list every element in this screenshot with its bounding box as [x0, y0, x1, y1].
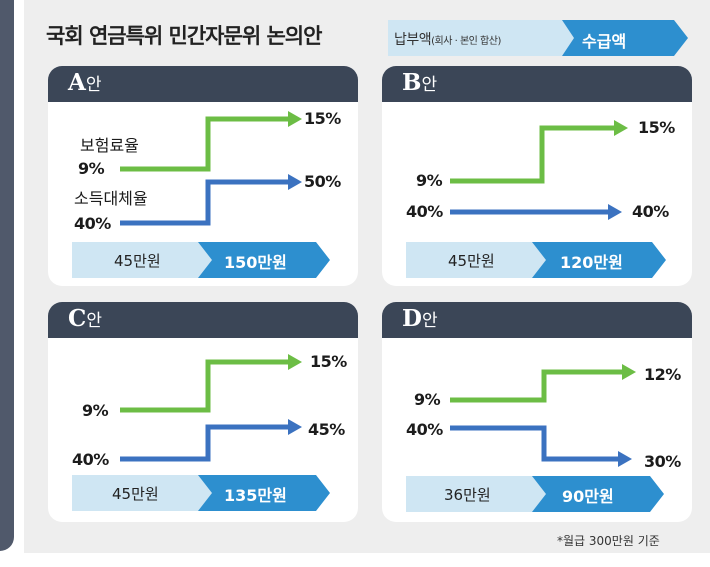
legend-pay: 납부액(회사 · 본인 합산) — [394, 32, 501, 48]
replacement-rate-line — [450, 425, 618, 462]
receive-amount: 120만원 — [560, 253, 623, 272]
rate-change-diagram — [406, 364, 664, 512]
panel-header: D안 — [382, 302, 692, 338]
receive-bar — [198, 242, 330, 278]
premium-arrowhead — [614, 120, 628, 136]
premium-arrowhead — [288, 354, 302, 370]
replacement-to: 30% — [644, 452, 681, 471]
premium-from: 9% — [78, 159, 105, 178]
panel-header: C안 — [48, 302, 358, 338]
panel-header: B안 — [382, 66, 692, 102]
replacement-to: 45% — [308, 420, 345, 439]
premium-to: 15% — [304, 109, 341, 128]
rate-change-diagram — [72, 354, 330, 511]
premium-rate-line — [450, 125, 614, 184]
replacement-rate-label: 소득대체율 — [74, 189, 148, 208]
pay-bar — [406, 476, 556, 512]
replacement-from: 40% — [406, 202, 443, 221]
replacement-from: 40% — [72, 450, 109, 469]
premium-arrowhead — [288, 111, 302, 127]
panel-a: A안 보험료율 9% 15% 소득대체율 40% 50% 45만원 150만원 — [48, 66, 358, 286]
premium-to: 12% — [644, 365, 681, 384]
pay-amount: 36만원 — [444, 486, 491, 504]
replacement-arrowhead — [618, 451, 632, 467]
replacement-rate-line — [120, 424, 288, 462]
infographic-title: 국회 연금특위 민간자문위 논의안 — [46, 24, 322, 48]
receive-bar — [532, 242, 666, 278]
receive-amount: 135만원 — [224, 486, 287, 505]
replacement-to: 40% — [632, 202, 669, 221]
rate-change-diagram — [406, 120, 666, 278]
premium-from: 9% — [82, 401, 109, 420]
panel-b: B안 9% 15% 40% 40% 45만원 120만원 — [382, 66, 692, 286]
left-edge-bar — [0, 0, 14, 551]
panel-title: A안 — [68, 69, 102, 96]
premium-rate-line — [120, 359, 288, 413]
receive-amount: 150만원 — [224, 253, 287, 272]
replacement-arrowhead — [608, 204, 622, 220]
pay-amount: 45만원 — [114, 252, 161, 270]
premium-from: 9% — [416, 171, 443, 190]
replacement-from: 40% — [406, 420, 443, 439]
footnote: *월급 300만원 기준 — [557, 534, 660, 548]
premium-rate-line — [120, 116, 288, 172]
premium-arrowhead — [622, 364, 636, 380]
replacement-to: 50% — [304, 172, 341, 191]
replacement-from: 40% — [74, 214, 111, 233]
legend-receive: 수급액 — [582, 32, 627, 51]
rate-change-diagram — [72, 111, 330, 278]
pay-amount: 45만원 — [112, 485, 159, 503]
panel-header: A안 — [48, 66, 358, 102]
premium-rate-label: 보험료율 — [80, 136, 139, 155]
panel-d: D안 9% 12% 40% 30% 36만원 90만원 — [382, 302, 692, 522]
premium-to: 15% — [638, 118, 675, 137]
premium-from: 9% — [414, 390, 441, 409]
legend-pay-note: (회사 · 본인 합산) — [431, 36, 501, 47]
panel-title: C안 — [68, 305, 102, 332]
receive-bar — [198, 475, 330, 511]
replacement-arrowhead — [288, 419, 302, 435]
receive-bar — [532, 476, 664, 512]
pay-amount: 45만원 — [448, 252, 495, 270]
pay-bar — [72, 475, 222, 511]
premium-to: 15% — [310, 352, 347, 371]
legend-arrow-graphic — [388, 20, 688, 56]
panel-title: B안 — [402, 69, 438, 96]
pay-bar — [72, 242, 222, 278]
pay-bar — [406, 242, 556, 278]
replacement-rate-line — [120, 179, 288, 226]
receive-amount: 90만원 — [562, 487, 614, 506]
panel-title: D안 — [402, 305, 438, 332]
panel-c: C안 9% 15% 40% 45% 45만원 135만원 — [48, 302, 358, 522]
premium-rate-line — [450, 369, 622, 403]
legend: 납부액(회사 · 본인 합산) 수급액 — [388, 20, 688, 56]
replacement-arrowhead — [288, 174, 302, 190]
